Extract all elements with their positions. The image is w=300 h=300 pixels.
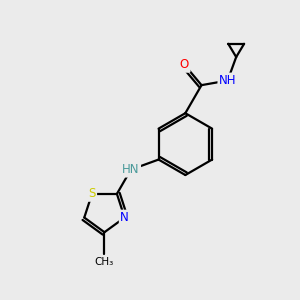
Text: CH₃: CH₃ — [95, 257, 114, 267]
Text: N: N — [120, 211, 129, 224]
Text: NH: NH — [219, 74, 236, 87]
Text: HN: HN — [122, 163, 140, 176]
Text: S: S — [88, 188, 96, 200]
Text: O: O — [180, 58, 189, 71]
